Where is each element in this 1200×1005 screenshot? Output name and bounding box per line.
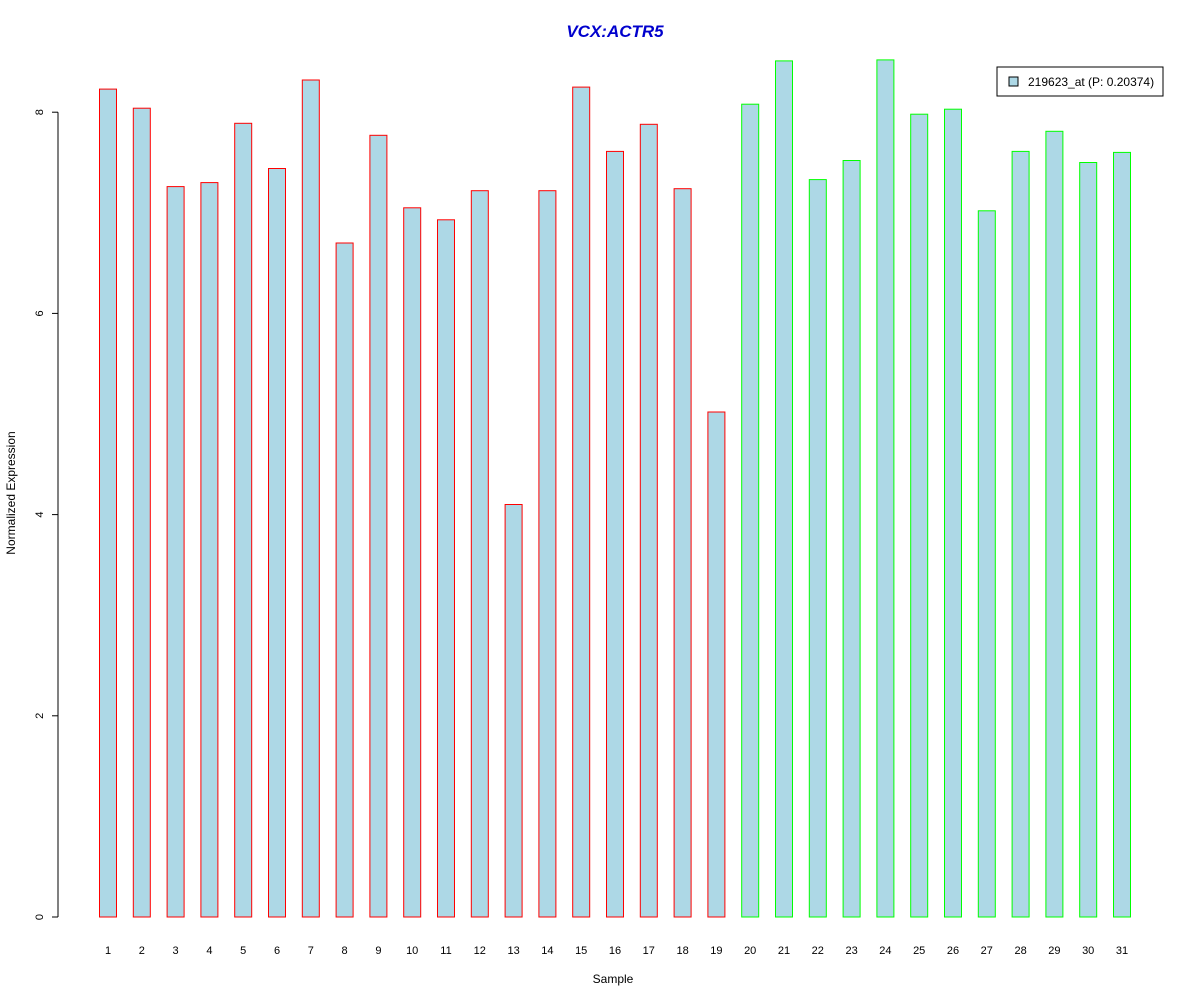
legend-box: [996, 66, 1164, 97]
x-tick-label: 11: [440, 945, 451, 957]
bar-sample-25: [910, 113, 929, 918]
bars-group: [99, 59, 1131, 918]
x-tick-label: 21: [778, 945, 790, 957]
bar-sample-9: [369, 134, 388, 918]
bar-sample-12: [470, 190, 489, 918]
bar-sample-6: [268, 168, 286, 918]
y-axis: 0 2 4 6 8: [34, 109, 59, 920]
x-tick-label: 9: [375, 945, 381, 957]
x-tick-label: 13: [507, 945, 519, 957]
bar-sample-4: [200, 182, 219, 918]
x-tick-label: 19: [710, 945, 722, 957]
bar-sample-15: [572, 86, 591, 918]
bar-sample-27: [977, 210, 996, 918]
x-tick-label: 20: [744, 945, 756, 957]
x-tick-label: 3: [173, 945, 179, 957]
y-tick-label: 8: [34, 109, 46, 115]
x-axis-label: Sample: [593, 972, 634, 986]
x-tick-label: 31: [1116, 945, 1128, 957]
y-tick-label: 6: [34, 310, 46, 316]
bar-sample-24: [876, 59, 895, 918]
bar-sample-1: [99, 88, 117, 918]
x-tick-label: 8: [342, 945, 348, 957]
x-tick-label: 1: [105, 945, 111, 957]
bar-sample-23: [842, 160, 861, 918]
x-tick-label: 6: [274, 945, 280, 957]
bar-sample-18: [673, 188, 692, 918]
bar-sample-2: [132, 107, 151, 918]
bar-sample-17: [639, 123, 658, 918]
bar-sample-13: [504, 504, 523, 918]
x-tick-label: 17: [643, 945, 655, 957]
bar-sample-26: [944, 108, 962, 918]
x-tick-label: 28: [1014, 945, 1026, 957]
x-tick-label: 22: [812, 945, 824, 957]
bar-sample-22: [808, 179, 827, 918]
legend-entry: 219623_at (P: 0.20374): [1028, 75, 1154, 89]
x-tick-label: 14: [541, 945, 553, 957]
x-tick-label: 23: [845, 945, 857, 957]
x-tick-label: 26: [947, 945, 959, 957]
x-tick-label: 18: [676, 945, 688, 957]
x-tick-label: 30: [1082, 945, 1094, 957]
y-axis-label: Normalized Expression: [4, 431, 18, 554]
bar-sample-30: [1079, 162, 1098, 918]
x-tick-label: 15: [575, 945, 587, 957]
bar-sample-7: [301, 79, 320, 918]
bar-sample-20: [741, 103, 760, 918]
x-tick-label: 12: [474, 945, 486, 957]
x-tick-label: 2: [139, 945, 145, 957]
x-tick-label: 27: [981, 945, 993, 957]
x-tick-label: 5: [240, 945, 246, 957]
x-tick-label: 10: [406, 945, 418, 957]
x-tick-label: 16: [609, 945, 621, 957]
bar-sample-19: [707, 411, 726, 918]
chart-title: VCX:ACTR5: [566, 22, 664, 41]
bar-sample-28: [1011, 150, 1030, 918]
bar-sample-10: [403, 207, 422, 918]
x-tick-label: 4: [206, 945, 212, 957]
bar-sample-29: [1045, 130, 1064, 918]
bar-sample-31: [1113, 151, 1131, 918]
x-tick-label: 25: [913, 945, 925, 957]
bar-sample-3: [166, 186, 185, 918]
bar-sample-11: [437, 219, 455, 918]
legend: 219623_at (P: 0.20374): [996, 66, 1164, 97]
x-tick-label: 7: [308, 945, 314, 957]
bar-sample-16: [606, 150, 624, 918]
legend-swatch: [1008, 76, 1019, 87]
x-tick-label: 24: [879, 945, 891, 957]
bar-sample-8: [335, 242, 354, 918]
bar-sample-5: [234, 122, 253, 918]
bar-sample-14: [538, 190, 557, 918]
y-tick-label: 0: [34, 914, 46, 920]
x-tick-label: 29: [1048, 945, 1060, 957]
bar-sample-21: [775, 60, 793, 918]
y-tick-label: 4: [34, 512, 46, 518]
x-tick-labels: 1 2 3 4 5 6 7 8 9 10 11 12 13 14 15 16 17 18 19 20 21 22 23 24 2…: [105, 945, 1128, 957]
y-tick-label: 2: [34, 713, 46, 719]
